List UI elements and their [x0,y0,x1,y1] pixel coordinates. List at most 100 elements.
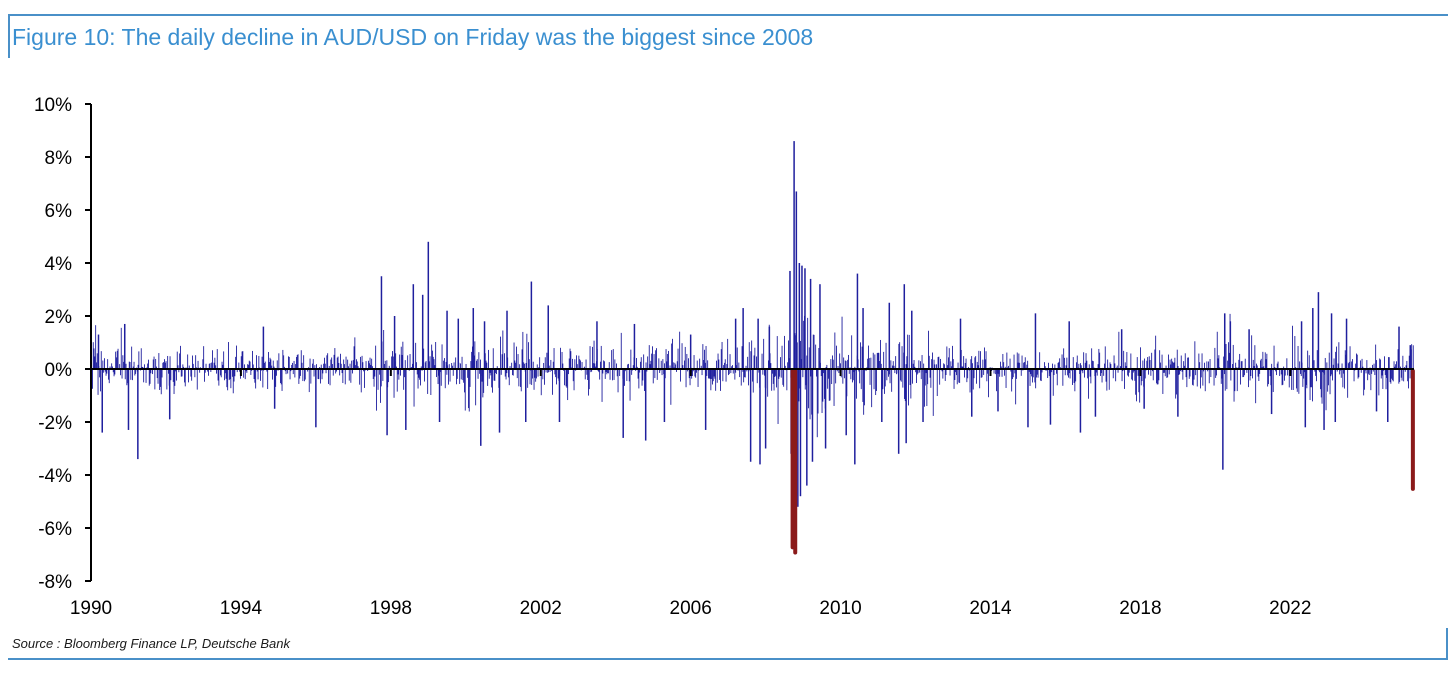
daily-change-bar [712,369,714,382]
daily-change-bar [224,369,225,381]
daily-change-bar [1000,366,1002,369]
daily-change-bar [868,358,870,369]
daily-change-bar [918,360,920,369]
daily-change-bar [892,361,894,369]
daily-change-bar [1260,358,1262,369]
daily-change-bar [650,360,652,369]
daily-change-bar [1273,345,1275,369]
daily-change-bar [127,369,129,384]
daily-change-bar [1276,369,1277,376]
daily-change-bar [433,359,435,369]
daily-change-bar [1117,369,1119,373]
daily-change-bar [547,369,549,373]
daily-change-bar [751,340,753,369]
daily-change-bar [826,364,828,369]
daily-change-bar [248,360,250,369]
daily-change-bar [949,369,951,376]
spike-bar [1317,292,1320,369]
daily-change-bar [292,369,294,375]
daily-change-bar [1193,369,1195,380]
daily-change-bar [361,355,363,369]
daily-change-bar [284,366,285,369]
daily-change-bar [539,357,541,369]
daily-change-bar [1133,369,1135,372]
daily-change-bar [312,359,314,369]
daily-change-bar [836,369,838,372]
daily-change-bar [370,364,372,369]
daily-change-bar [155,358,157,369]
daily-change-bar [1062,369,1064,386]
spike-bar [793,141,795,369]
daily-change-bar [283,355,285,369]
daily-change-bar [162,362,164,369]
daily-change-bar [951,366,953,369]
daily-change-bar [858,369,860,372]
daily-change-bar [986,369,988,382]
daily-change-bar [781,345,783,369]
daily-change-bar [220,369,221,376]
daily-change-bar [135,369,137,374]
spike-bar [795,191,798,369]
daily-change-bar [808,369,809,409]
daily-change-bar [448,364,450,369]
daily-change-bar [1329,369,1331,395]
daily-change-bar [1376,360,1377,369]
daily-change-bar [1361,358,1363,369]
daily-change-bar [525,362,527,369]
daily-change-bar [482,369,484,398]
daily-change-bar [667,353,669,369]
daily-change-bar [892,365,893,369]
daily-change-bar [674,362,676,369]
daily-change-bar [184,369,186,387]
daily-change-bar [700,365,702,369]
daily-change-bar [1343,369,1345,374]
daily-change-bar [854,366,856,369]
daily-change-bar [776,369,777,388]
daily-change-bar [413,369,415,407]
daily-change-bar [601,369,603,402]
daily-change-bar [486,362,488,369]
daily-change-bar [1091,348,1093,369]
daily-change-bar [652,369,654,384]
daily-change-bar [1054,364,1056,369]
daily-change-bar [568,369,569,375]
highlight-bar [793,369,798,555]
daily-change-bar [909,369,911,386]
daily-change-bar [748,342,750,369]
daily-change-bar [429,356,431,369]
daily-change-bar [1332,364,1334,369]
daily-change-bar [516,369,518,379]
spike-bar [759,369,761,465]
daily-change-bar [345,356,347,369]
daily-change-bar [1148,369,1149,375]
spike-bar [1334,369,1337,422]
x-tick-label: 2006 [670,598,712,619]
daily-change-bar [1200,369,1202,378]
daily-change-bar [736,365,737,369]
daily-change-bar [1075,369,1077,382]
daily-change-bar [1384,369,1386,376]
daily-change-bar [356,361,358,369]
daily-change-bar [300,350,302,369]
daily-change-bar [1308,355,1310,369]
daily-change-bar [604,361,605,369]
daily-change-bar [1124,362,1126,369]
spike-bar [123,323,126,369]
spike-bar [393,316,396,369]
daily-change-bar [1121,369,1123,382]
daily-change-bar [431,344,433,369]
daily-change-bar [491,369,493,388]
spike-bar [1248,329,1250,369]
daily-change-bar [617,369,619,393]
daily-change-bar [1067,369,1069,376]
daily-change-bar [481,369,483,382]
daily-change-bar [308,369,310,393]
daily-change-bar [464,369,466,411]
daily-change-bar [570,351,572,369]
y-tick-label: -6% [38,519,72,540]
daily-change-bar [680,369,681,382]
daily-change-bar [415,342,417,369]
daily-change-bar [104,369,106,372]
daily-change-bar [1085,353,1087,369]
daily-change-bar [99,369,101,378]
